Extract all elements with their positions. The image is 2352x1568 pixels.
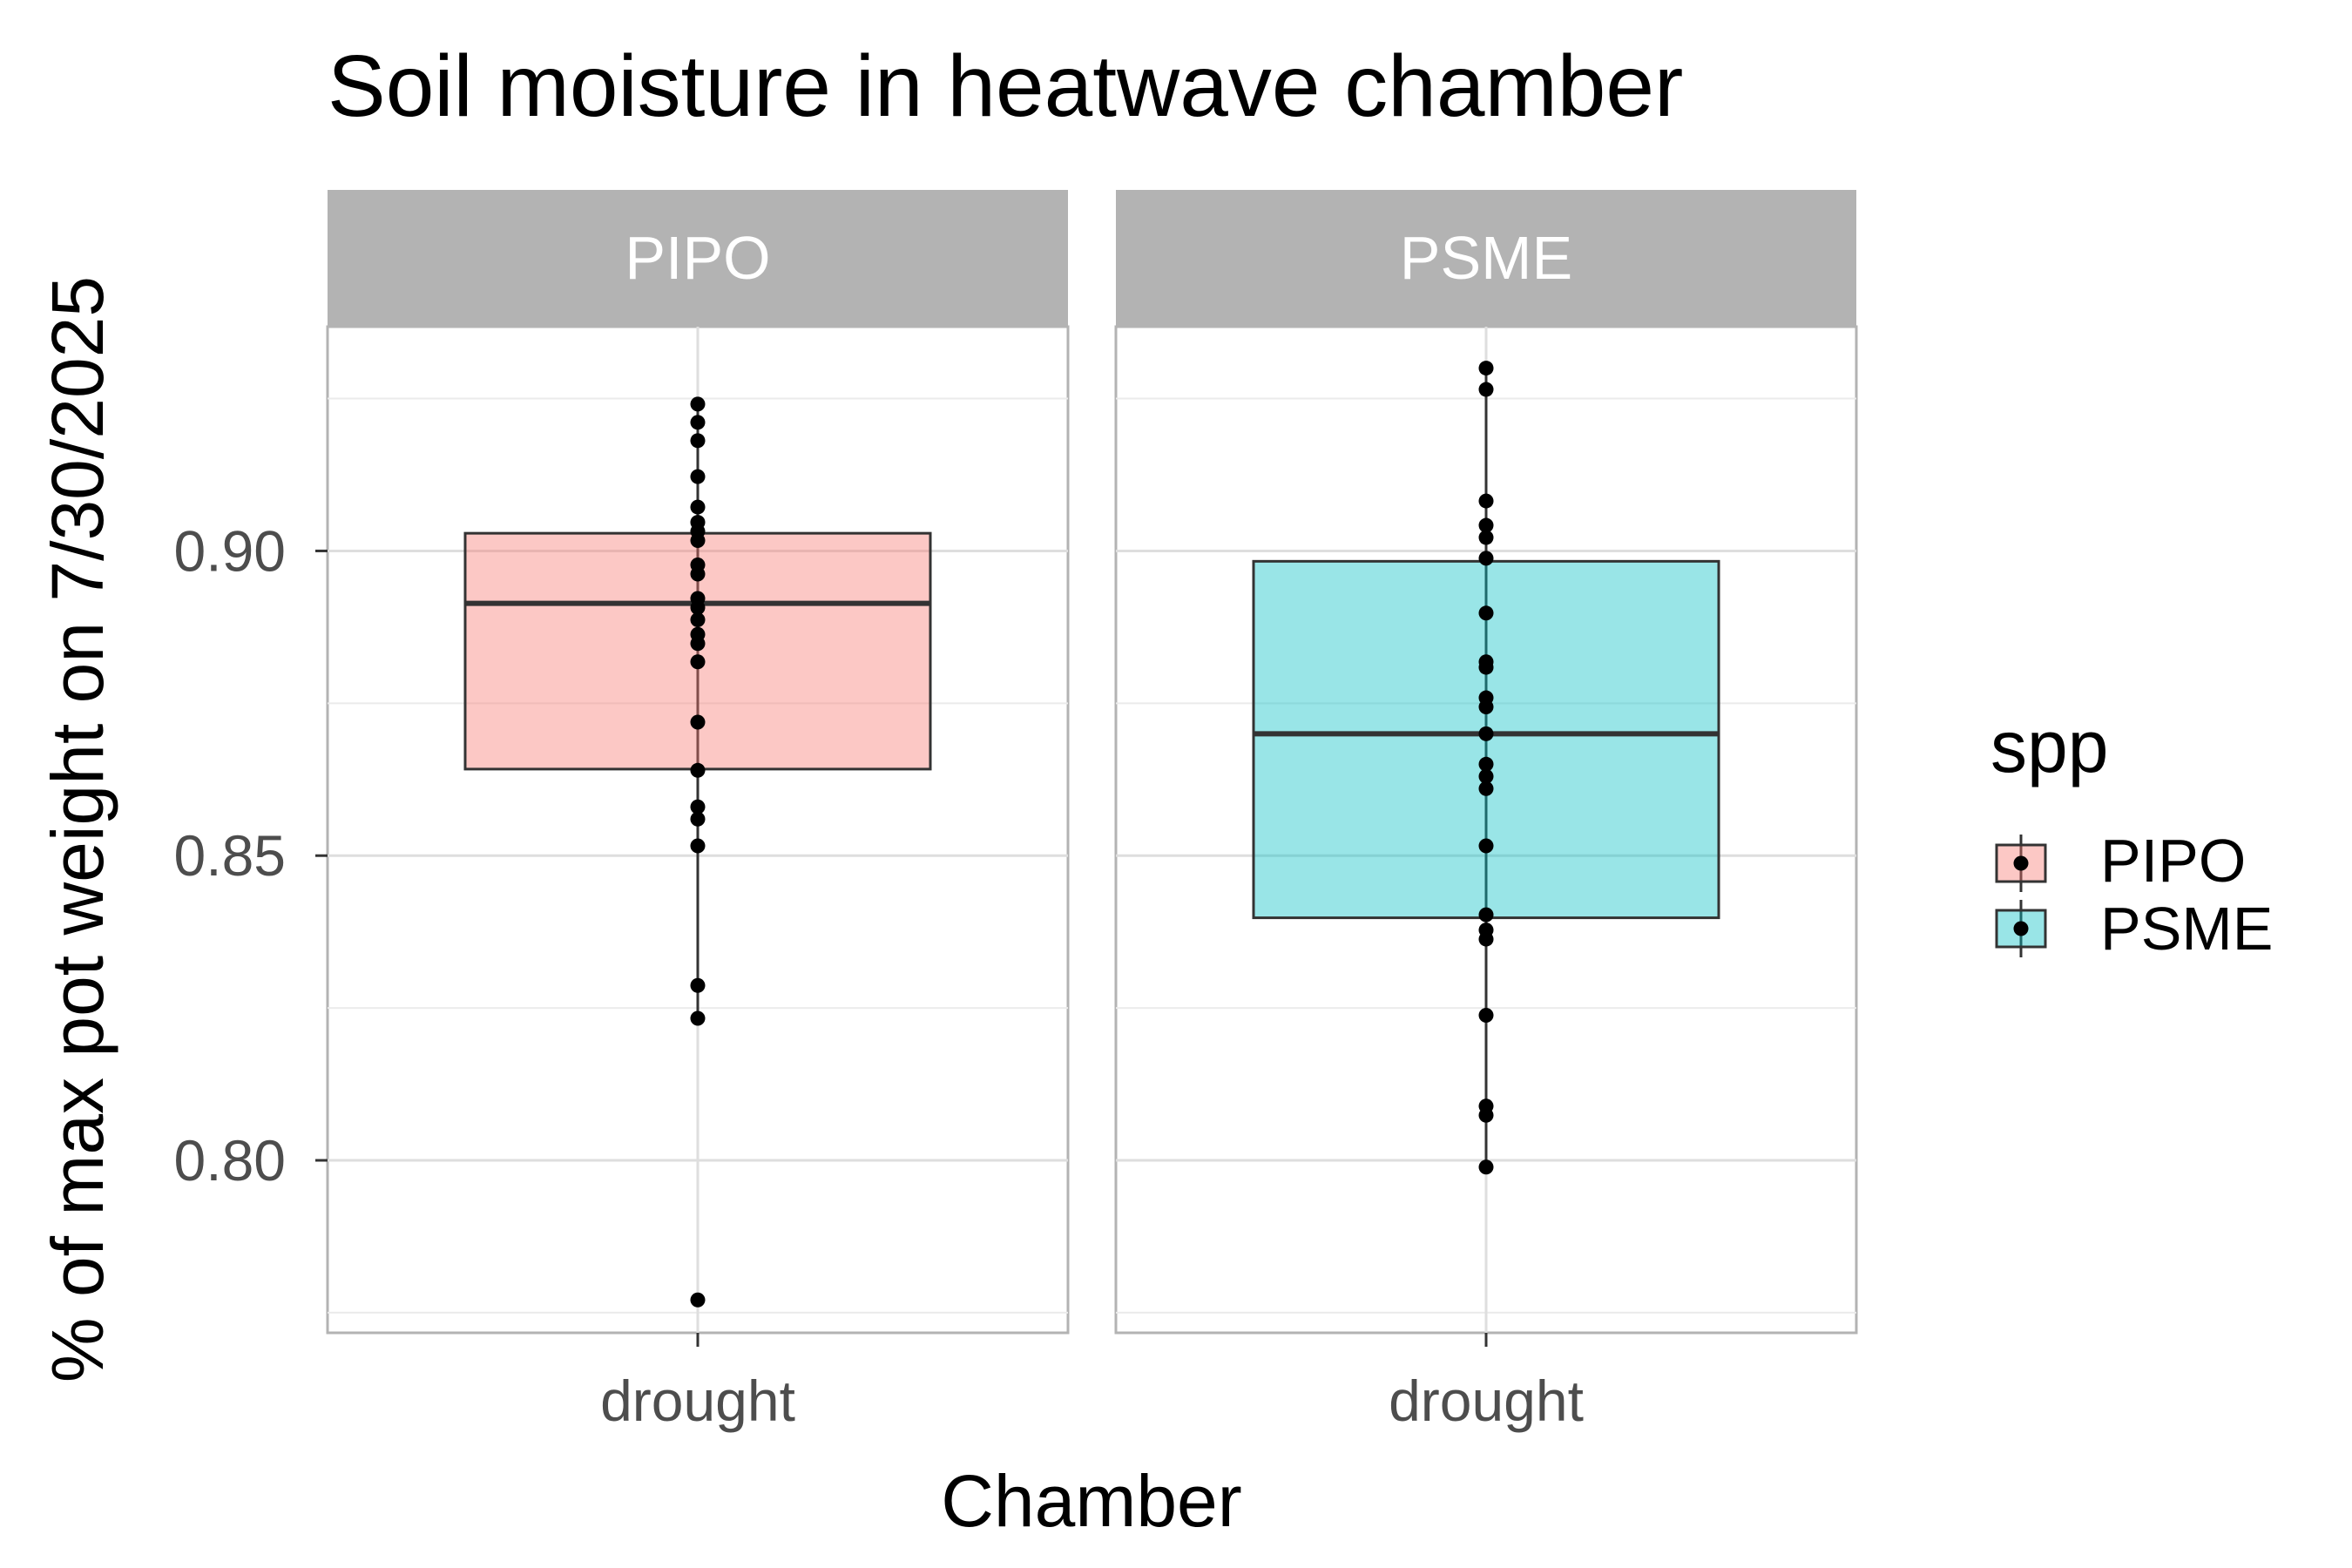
legend: spp PIPO PSME xyxy=(1990,706,2273,963)
legend-label-pipo: PIPO xyxy=(2100,827,2246,895)
facet-strip-label-1: PIPO xyxy=(625,224,770,292)
y-axis-title: % of max pot weight on 7/30/2025 xyxy=(37,276,118,1382)
data-point-24 xyxy=(690,1292,706,1308)
data-point-1 xyxy=(1478,361,1494,376)
legend-key-pipo xyxy=(1995,835,2047,892)
data-point-16 xyxy=(690,654,706,670)
legend-title: spp xyxy=(1990,706,2108,787)
chart-title: Soil moisture in heatwave chamber xyxy=(328,37,1683,135)
data-point-3 xyxy=(1478,493,1494,509)
data-point-5 xyxy=(1478,530,1494,545)
x-tick-label-2: drought xyxy=(1389,1369,1584,1433)
data-point-10 xyxy=(690,566,706,582)
x-axis-title: Chamber xyxy=(941,1460,1241,1542)
data-point-12 xyxy=(690,600,706,616)
data-point-15 xyxy=(1478,781,1494,796)
facet-strip-2 xyxy=(1116,190,1856,327)
data-point-7 xyxy=(1478,605,1494,621)
data-point-4 xyxy=(690,469,706,484)
data-point-5 xyxy=(690,499,706,515)
y-axis: 0.80 0.85 0.90 xyxy=(174,518,328,1193)
facet-strip-label-2: PSME xyxy=(1400,224,1572,292)
data-point-21 xyxy=(690,838,706,854)
legend-key-point xyxy=(2013,855,2029,871)
legend-key-point xyxy=(2013,921,2029,936)
data-point-20 xyxy=(1478,1008,1494,1024)
x-tick-label-1: drought xyxy=(600,1369,795,1433)
data-point-18 xyxy=(690,762,706,778)
legend-key-psme xyxy=(1995,900,2047,957)
facet-panel-2: PSME drought xyxy=(1114,190,1858,1433)
facet-panel-1: PIPO drought xyxy=(326,190,1070,1433)
data-point-13 xyxy=(1478,756,1494,772)
y-tick-label-3: 0.90 xyxy=(174,518,286,583)
data-point-17 xyxy=(1478,907,1494,923)
data-point-22 xyxy=(1478,1107,1494,1123)
facet-points-2 xyxy=(1478,361,1494,1175)
data-point-2 xyxy=(690,415,706,430)
data-point-12 xyxy=(1478,726,1494,741)
data-point-14 xyxy=(1478,768,1494,784)
y-tick-label-1: 0.80 xyxy=(174,1128,286,1193)
legend-label-psme: PSME xyxy=(2100,895,2273,963)
data-point-6 xyxy=(1478,551,1494,566)
data-point-22 xyxy=(690,977,706,993)
data-point-20 xyxy=(690,811,706,827)
data-point-15 xyxy=(690,636,706,652)
data-point-4 xyxy=(1478,517,1494,533)
data-point-1 xyxy=(690,396,706,412)
data-point-3 xyxy=(690,433,706,449)
data-point-23 xyxy=(1478,1159,1494,1175)
data-point-19 xyxy=(690,799,706,814)
data-point-8 xyxy=(690,533,706,549)
data-point-23 xyxy=(690,1010,706,1026)
data-point-11 xyxy=(1478,700,1494,715)
data-point-19 xyxy=(1478,931,1494,947)
y-tick-label-2: 0.85 xyxy=(174,823,286,888)
data-point-16 xyxy=(1478,838,1494,854)
data-point-13 xyxy=(690,612,706,627)
facet-points-1 xyxy=(690,396,706,1308)
data-point-9 xyxy=(1478,659,1494,675)
data-point-2 xyxy=(1478,382,1494,397)
facet-strip-1 xyxy=(328,190,1068,327)
data-point-17 xyxy=(690,714,706,730)
